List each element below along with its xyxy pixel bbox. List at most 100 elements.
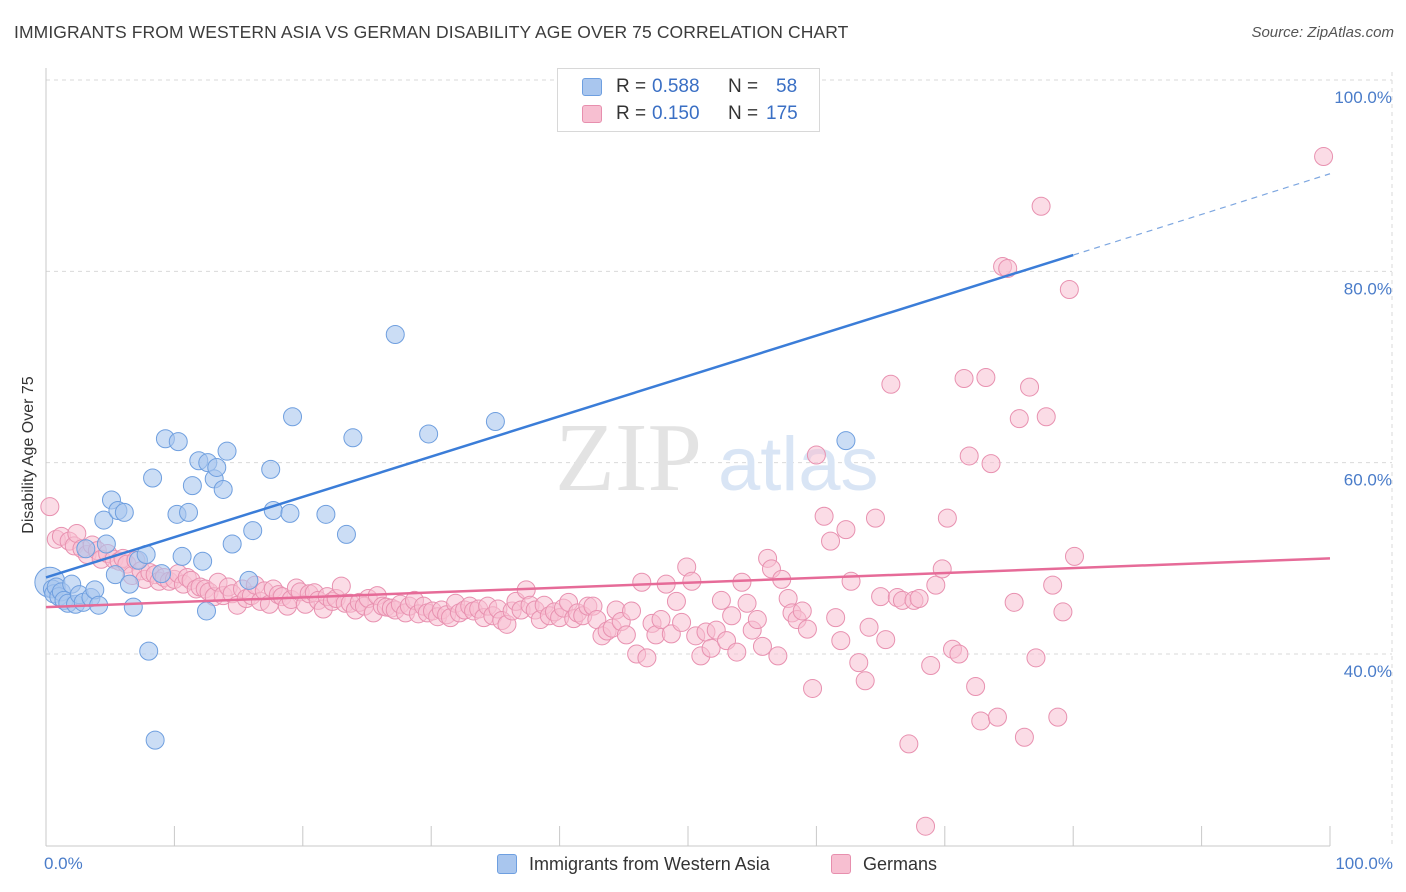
germans-trend-line [45,557,1331,609]
germans-point [40,497,60,517]
western-asia-trend-line [45,253,1074,579]
germans-point [722,606,742,626]
y-axis-label: Disability Age Over 75 [20,376,37,534]
germans-point [622,601,642,621]
western-asia-point [217,441,237,461]
germans-point [831,631,851,651]
western-asia-point [239,570,259,590]
germans-point [768,646,788,666]
germans-point [632,572,652,592]
western-asia-point [207,457,227,477]
western-asia-point [179,502,199,522]
germans-point [855,671,875,691]
germans-point [836,520,856,540]
germans-point [841,571,861,591]
germans-point [1059,280,1079,300]
germans-point [792,601,812,621]
germans-point [881,374,901,394]
germans-point [1314,147,1334,167]
germans-point [806,445,826,465]
germans-point [865,508,885,528]
western-asia-point [261,459,281,479]
western-asia-point [94,510,114,530]
y-tick-label: 100.0% [1334,88,1392,107]
bottom-legend-swatch-blue [497,854,517,874]
germans-point [331,576,351,596]
germans-point [871,587,891,607]
germans-point [711,590,731,610]
y-tick-label: 60.0% [1344,471,1392,490]
germans-point [616,625,636,645]
western-asia-point [123,597,143,617]
germans-point [737,593,757,613]
legend-swatch-blue [582,78,602,96]
western-asia-point [168,432,188,452]
western-asia-point [76,539,96,559]
western-asia-point [419,424,439,444]
germans-point [971,711,991,731]
legend-n-label: N = [728,103,759,124]
legend-row-germans: R = 0.150 N = 175 [582,102,798,126]
germans-point [1043,575,1063,595]
bottom-legend-western-asia: Immigrants from Western Asia [497,852,770,876]
germans-point [1026,648,1046,668]
germans-point [747,610,767,630]
watermark: ZIP atlas [555,404,879,512]
legend-swatch-pink [582,105,602,123]
western-asia-point [182,476,202,496]
germans-point [1048,707,1068,727]
germans-point [651,610,671,630]
legend-n-value: 58 [776,76,798,97]
germans-points [40,147,1334,836]
western-asia-point [485,412,505,432]
germans-point [1014,727,1034,747]
germans-point [921,655,941,675]
y-tick-label: 80.0% [1344,279,1392,298]
germans-point [1004,592,1024,612]
western-asia-point [280,503,300,523]
chart-title: IMMIGRANTS FROM WESTERN ASIA VS GERMAN D… [14,22,849,42]
western-asia-point [119,574,139,594]
legend-row-western-asia: R = 0.588 N = 58 [582,75,797,99]
source-label: Source: ZipAtlas.com [1251,24,1394,41]
western-asia-point [336,524,356,544]
legend-n-label: N = [728,76,759,97]
legend-n-value: 175 [766,103,798,124]
germans-point [1036,407,1056,427]
germans-point [981,454,1001,474]
germans-point [1020,377,1040,397]
western-asia-point [316,504,336,524]
x-tick-label: 0.0% [44,854,83,873]
germans-point [814,506,834,526]
germans-point [1031,196,1051,216]
western-asia-point [114,502,134,522]
germans-point [732,572,752,592]
western-asia-point [222,534,242,554]
germans-point [666,591,686,611]
trend-lines [45,173,1331,609]
germans-point [803,678,823,698]
germans-point [949,644,969,664]
germans-point [987,707,1007,727]
legend-r-label: R = [616,76,647,97]
germans-point [932,559,952,579]
germans-point [976,368,996,388]
western-asia-point [139,641,159,661]
germans-point [849,653,869,673]
x-tick-label: 100.0% [1335,854,1393,873]
germans-point [909,589,929,609]
germans-point [752,636,772,656]
western-asia-point [343,428,363,448]
legend: R = 0.588 N = 58 R = 0.150 N = 175 [557,68,820,132]
germans-point [1009,409,1029,429]
western-asia-point [193,551,213,571]
germans-point [876,630,896,650]
watermark-atlas: atlas [718,422,879,507]
western-asia-point [836,431,856,451]
western-asia-point [143,468,163,488]
watermark-zip: ZIP [555,404,702,512]
legend-r-value: 0.588 [652,76,700,97]
legend-r-label: R = [616,103,647,124]
western-asia-point [283,407,303,427]
